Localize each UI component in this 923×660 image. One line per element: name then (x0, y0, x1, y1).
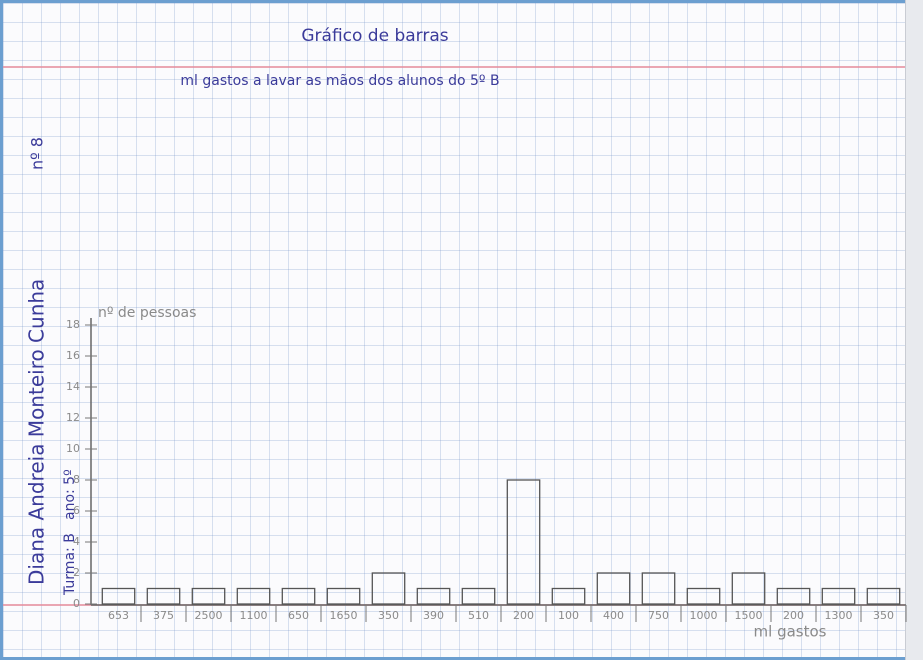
x-tick-label: 1100 (240, 609, 268, 622)
y-tick-label: 6 (73, 504, 80, 517)
bar (642, 573, 674, 604)
bar (147, 589, 179, 605)
bar (777, 589, 809, 605)
bar (192, 589, 224, 605)
student-name: Diana Andreia Monteiro Cunha (25, 279, 49, 585)
bar (327, 589, 359, 605)
x-tick-label: 1000 (690, 609, 718, 622)
x-tick-label: 653 (108, 609, 129, 622)
x-tick-label: 1500 (735, 609, 763, 622)
y-axis-label: nº de pessoas (98, 305, 196, 321)
y-tick-label: 10 (66, 442, 80, 455)
bar (867, 589, 899, 605)
x-axis-label: ml gastos (754, 623, 827, 641)
chart: Gráfico de barras ml gastos a lavar as m… (0, 0, 923, 660)
x-tick-label: 510 (468, 609, 489, 622)
x-tick-label: 400 (603, 609, 624, 622)
x-tick-label: 650 (288, 609, 309, 622)
chart-subtitle: ml gastos a lavar as mãos dos alunos do … (180, 73, 499, 89)
y-tick-label: 2 (73, 566, 80, 579)
bar (462, 589, 494, 605)
chart-title: Gráfico de barras (301, 26, 448, 46)
bar (597, 573, 629, 604)
x-tick-label: 350 (873, 609, 894, 622)
y-tick-label: 4 (73, 535, 80, 548)
y-tick-label: 14 (66, 380, 80, 393)
bar (732, 573, 764, 604)
y-tick-label: 18 (66, 318, 80, 331)
x-tick-label: 350 (378, 609, 399, 622)
bar (552, 589, 584, 605)
x-tick-label: 1650 (330, 609, 358, 622)
page: {"chart_data": {"type": "bar", "title": … (0, 0, 923, 660)
bar (237, 589, 269, 605)
y-tick-label: 0 (73, 597, 80, 610)
bar (102, 589, 134, 605)
x-tick-label: 1300 (825, 609, 853, 622)
y-tick-label: 8 (73, 473, 80, 486)
bar (372, 573, 404, 604)
x-tick-label: 390 (423, 609, 444, 622)
bar (687, 589, 719, 605)
bar (507, 480, 539, 604)
x-tick-label: 2500 (195, 609, 223, 622)
student-number: nº 8 (28, 137, 47, 170)
x-tick-label: 200 (513, 609, 534, 622)
y-tick-label: 12 (66, 411, 80, 424)
x-tick-label: 375 (153, 609, 174, 622)
bar (417, 589, 449, 605)
x-tick-label: 200 (783, 609, 804, 622)
x-tick-label: 750 (648, 609, 669, 622)
x-tick-label: 100 (558, 609, 579, 622)
y-tick-label: 16 (66, 349, 80, 362)
bar (822, 589, 854, 605)
bar (282, 589, 314, 605)
